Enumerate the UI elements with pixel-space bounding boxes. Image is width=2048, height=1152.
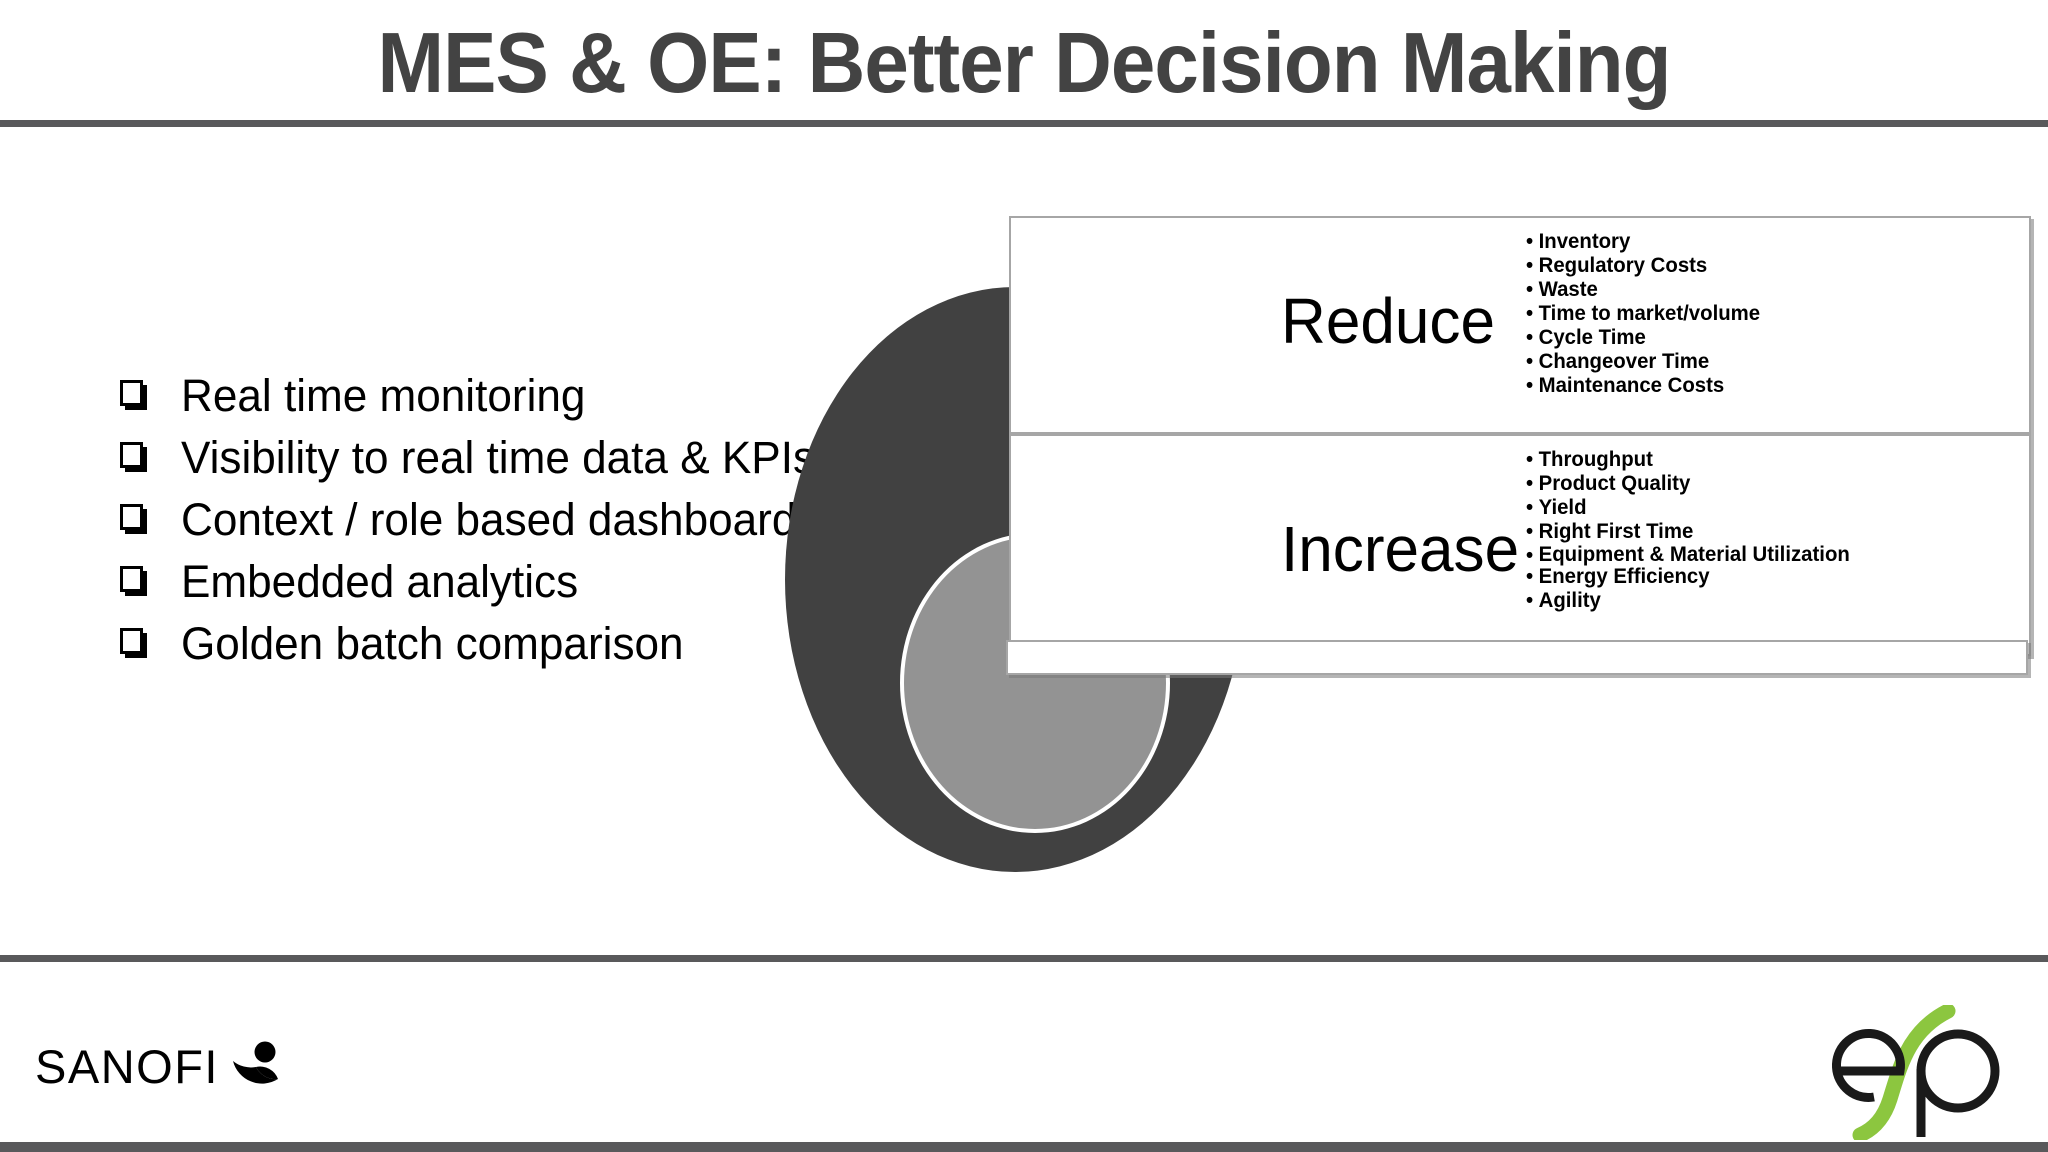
list-item: Embedded analytics — [120, 556, 900, 608]
list-item-label: Context / role based dashboards — [181, 494, 819, 545]
hollow-square-shadow-bullet-icon — [120, 566, 147, 596]
increase-bullet: Throughput — [1526, 448, 2006, 472]
reduce-bullet: Time to market/volume — [1526, 302, 2006, 326]
hollow-square-shadow-bullet-icon — [120, 628, 147, 658]
sanofi-wordmark: SANOFI — [35, 1040, 219, 1093]
list-item: Real time monitoring — [120, 370, 900, 422]
sanofi-logo: SANOFI — [35, 1040, 283, 1094]
reduce-increase-diagram: Reduce Inventory Regulatory Costs Waste … — [760, 200, 2048, 900]
increase-bullet: Product Quality — [1526, 472, 2006, 496]
reduce-bullet: Inventory — [1526, 230, 2006, 254]
increase-panel: Increase Throughput Product Quality Yiel… — [1009, 434, 2031, 656]
reduce-heading: Reduce — [1281, 285, 1495, 357]
list-item-label: Real time monitoring — [181, 370, 586, 421]
list-item-label: Visibility to real time data & KPIs — [181, 432, 816, 483]
title-bar: MES & OE: Better Decision Making — [0, 0, 2048, 128]
footer-divider — [0, 955, 2048, 962]
increase-heading: Increase — [1281, 513, 1520, 585]
list-item: Visibility to real time data & KPIs — [120, 432, 900, 484]
increase-bullet-list: Throughput Product Quality Yield Right F… — [1526, 448, 2021, 613]
blank-panel — [1006, 640, 2028, 675]
esp-logo-icon — [1830, 1003, 2015, 1143]
hollow-square-shadow-bullet-icon — [120, 380, 147, 410]
list-item: Golden batch comparison — [120, 618, 900, 670]
increase-bullet: Agility — [1526, 589, 2006, 613]
increase-bullet: Yield — [1526, 496, 2006, 520]
increase-bullet: Right First Time — [1526, 520, 2006, 544]
reduce-bullet: Changeover Time — [1526, 350, 2006, 374]
reduce-bullet-list: Inventory Regulatory Costs Waste Time to… — [1526, 230, 2021, 398]
hollow-square-shadow-bullet-icon — [120, 442, 147, 472]
hollow-square-shadow-bullet-icon — [120, 504, 147, 534]
reduce-bullet: Waste — [1526, 278, 2006, 302]
reduce-bullet: Cycle Time — [1526, 326, 2006, 350]
sanofi-man-icon — [229, 1040, 283, 1094]
capability-list: Real time monitoring Visibility to real … — [120, 370, 900, 680]
increase-bullet: Equipment & Material Utilization — [1526, 544, 2006, 568]
list-item-label: Golden batch comparison — [181, 618, 684, 669]
reduce-bullet: Regulatory Costs — [1526, 254, 2006, 278]
reduce-panel: Reduce Inventory Regulatory Costs Waste … — [1009, 216, 2031, 434]
title-divider — [0, 120, 2048, 127]
increase-bullet: Energy Efficiency — [1526, 565, 2006, 589]
reduce-bullet: Maintenance Costs — [1526, 374, 2006, 398]
bottom-edge-divider — [0, 1142, 2048, 1152]
page-title: MES & OE: Better Decision Making — [377, 16, 1672, 111]
list-item: Context / role based dashboards — [120, 494, 900, 546]
list-item-label: Embedded analytics — [181, 556, 579, 607]
